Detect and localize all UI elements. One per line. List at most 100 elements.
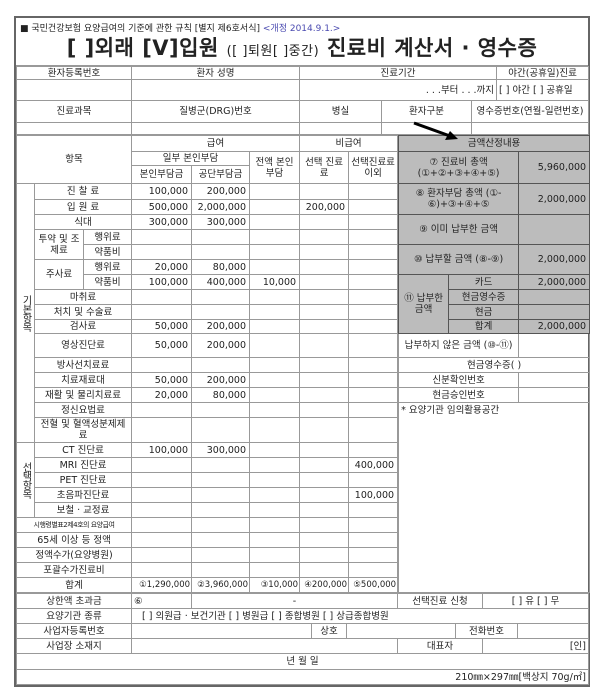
item-value[interactable] bbox=[191, 562, 251, 578]
item-value[interactable]: ⑤500,000 bbox=[348, 577, 399, 593]
item-value[interactable] bbox=[131, 244, 193, 260]
item-value[interactable] bbox=[348, 502, 399, 518]
item-value[interactable] bbox=[299, 214, 350, 230]
period-field[interactable]: . . .부터 . . .까지 bbox=[298, 79, 498, 101]
item-value[interactable]: 100,000 bbox=[131, 442, 193, 458]
discharge-checkbox[interactable]: ([ ]퇴원[ ]중간) bbox=[226, 44, 320, 59]
item-value[interactable] bbox=[249, 183, 301, 200]
item-value[interactable] bbox=[131, 472, 193, 488]
item-value[interactable] bbox=[249, 357, 301, 373]
item-value[interactable] bbox=[131, 547, 193, 563]
item-value[interactable] bbox=[249, 244, 301, 260]
cash-approval-field[interactable] bbox=[518, 387, 591, 403]
item-value[interactable] bbox=[191, 417, 251, 443]
item-value[interactable] bbox=[348, 304, 399, 320]
item-value[interactable] bbox=[299, 457, 350, 473]
item-value[interactable] bbox=[299, 417, 350, 443]
item-value[interactable] bbox=[131, 304, 193, 320]
item-value[interactable] bbox=[249, 487, 301, 503]
item-value[interactable] bbox=[131, 289, 193, 305]
item-value[interactable] bbox=[348, 417, 399, 443]
id-no-field[interactable] bbox=[518, 372, 591, 388]
item-value[interactable]: 500,000 bbox=[131, 199, 193, 215]
item-value[interactable] bbox=[191, 229, 251, 245]
item-value[interactable]: 200,000 bbox=[191, 183, 251, 200]
item-value[interactable] bbox=[191, 532, 251, 548]
item-value[interactable]: 200,000 bbox=[299, 199, 350, 215]
item-value[interactable] bbox=[249, 199, 301, 215]
company-field[interactable] bbox=[346, 623, 456, 639]
item-value[interactable] bbox=[249, 457, 301, 473]
item-value[interactable]: 300,000 bbox=[131, 214, 193, 230]
item-value[interactable] bbox=[249, 442, 301, 458]
institution-type-checkboxes[interactable]: [ ] 의원급 · 보건기관 [ ] 병원급 [ ] 종합병원 [ ] 상급종합… bbox=[131, 608, 589, 624]
item-value[interactable] bbox=[249, 333, 301, 358]
item-value[interactable] bbox=[348, 333, 399, 358]
item-value[interactable] bbox=[348, 402, 399, 418]
item-value[interactable]: 20,000 bbox=[131, 387, 193, 403]
item-value[interactable] bbox=[191, 517, 251, 533]
item-value[interactable]: 100,000 bbox=[348, 487, 399, 503]
item-value[interactable] bbox=[131, 229, 193, 245]
item-value[interactable] bbox=[299, 562, 350, 578]
item-value[interactable]: 200,000 bbox=[191, 372, 251, 388]
item-value[interactable]: ①1,290,000 bbox=[131, 577, 193, 593]
item-value[interactable] bbox=[191, 289, 251, 305]
item-value[interactable] bbox=[191, 402, 251, 418]
selective-apply-checkbox[interactable]: [ ] 유 [ ] 무 bbox=[482, 593, 589, 609]
item-value[interactable] bbox=[191, 472, 251, 488]
item-value[interactable] bbox=[249, 214, 301, 230]
item-value[interactable] bbox=[348, 274, 399, 290]
item-value[interactable] bbox=[348, 372, 399, 388]
item-value[interactable] bbox=[249, 562, 301, 578]
item-value[interactable] bbox=[191, 502, 251, 518]
item-value[interactable]: 50,000 bbox=[131, 319, 193, 334]
item-value[interactable] bbox=[249, 304, 301, 320]
item-value[interactable] bbox=[299, 333, 350, 358]
item-value[interactable]: 400,000 bbox=[191, 274, 251, 290]
item-value[interactable] bbox=[249, 532, 301, 548]
item-value[interactable]: 400,000 bbox=[348, 457, 399, 473]
item-value[interactable] bbox=[348, 259, 399, 275]
receipt-no-field[interactable] bbox=[470, 122, 590, 135]
item-value[interactable] bbox=[348, 199, 399, 215]
item-value[interactable] bbox=[348, 357, 399, 373]
item-value[interactable]: 100,000 bbox=[131, 183, 193, 200]
item-value[interactable] bbox=[249, 402, 301, 418]
item-value[interactable] bbox=[348, 547, 399, 563]
item-value[interactable] bbox=[299, 274, 350, 290]
item-value[interactable] bbox=[299, 402, 350, 418]
item-value[interactable] bbox=[299, 502, 350, 518]
item-value[interactable] bbox=[348, 472, 399, 488]
dept-field[interactable] bbox=[16, 122, 132, 135]
room-field[interactable] bbox=[299, 122, 382, 135]
item-value[interactable]: 80,000 bbox=[191, 387, 251, 403]
item-value[interactable] bbox=[131, 532, 193, 548]
item-value[interactable] bbox=[131, 357, 193, 373]
item-value[interactable] bbox=[348, 532, 399, 548]
item-value[interactable] bbox=[191, 457, 251, 473]
item-value[interactable] bbox=[131, 517, 193, 533]
item-value[interactable] bbox=[131, 402, 193, 418]
item-value[interactable] bbox=[348, 244, 399, 260]
item-value[interactable] bbox=[299, 532, 350, 548]
item-value[interactable] bbox=[348, 517, 399, 533]
item-value[interactable] bbox=[249, 502, 301, 518]
item-value[interactable] bbox=[191, 547, 251, 563]
item-value[interactable] bbox=[191, 357, 251, 373]
item-value[interactable]: 2,000,000 bbox=[191, 199, 251, 215]
item-value[interactable] bbox=[249, 372, 301, 388]
phone-field[interactable] bbox=[517, 623, 589, 639]
item-value[interactable] bbox=[299, 259, 350, 275]
item-value[interactable] bbox=[191, 487, 251, 503]
item-value[interactable] bbox=[249, 417, 301, 443]
night-checkbox-field[interactable]: [ ] 야간 [ ] 공휴일 bbox=[496, 79, 590, 101]
name-field[interactable] bbox=[131, 79, 300, 101]
item-value[interactable]: 80,000 bbox=[191, 259, 251, 275]
reg-no-field[interactable] bbox=[16, 79, 132, 101]
item-value[interactable] bbox=[299, 487, 350, 503]
item-value[interactable] bbox=[348, 289, 399, 305]
item-value[interactable] bbox=[249, 319, 301, 334]
item-value[interactable] bbox=[249, 517, 301, 533]
item-value[interactable] bbox=[299, 357, 350, 373]
